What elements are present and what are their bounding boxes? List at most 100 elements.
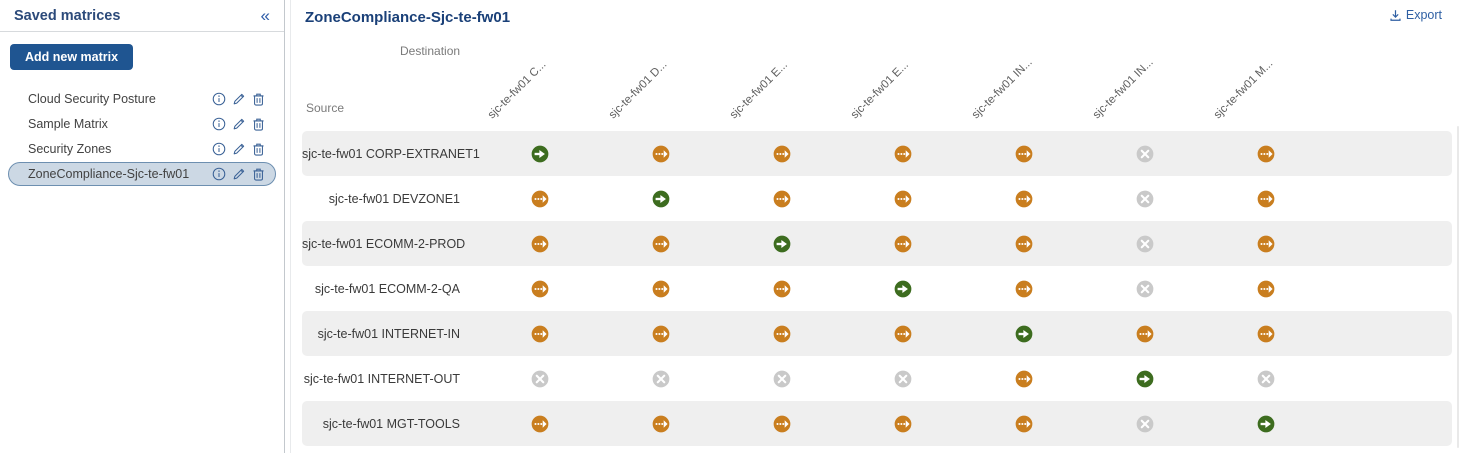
matrix-row: sjc-te-fw01 INTERNET-IN bbox=[302, 311, 1452, 356]
traffic-blocked-icon bbox=[1136, 415, 1154, 433]
matrix-column-header-area: Destination Source sjc-te-fw01 C... sjc-t… bbox=[302, 32, 1452, 131]
matrix-cell[interactable] bbox=[1084, 415, 1205, 433]
destination-axis-label: Destination bbox=[400, 44, 461, 58]
matrix-cell[interactable] bbox=[600, 235, 721, 253]
traffic-restricted-icon bbox=[1015, 190, 1033, 208]
matrix-cell[interactable] bbox=[1205, 370, 1326, 388]
edit-icon[interactable] bbox=[232, 92, 246, 106]
edit-icon[interactable] bbox=[232, 142, 246, 156]
matrix-cell[interactable] bbox=[721, 190, 842, 208]
traffic-restricted-icon bbox=[894, 325, 912, 343]
matrix-cell[interactable] bbox=[842, 235, 963, 253]
delete-icon[interactable] bbox=[252, 142, 265, 156]
traffic-restricted-icon bbox=[773, 145, 791, 163]
matrix-cell[interactable] bbox=[600, 190, 721, 208]
traffic-restricted-icon bbox=[1257, 280, 1275, 298]
info-icon[interactable] bbox=[212, 117, 226, 131]
matrix-cell[interactable] bbox=[1084, 190, 1205, 208]
matrix-cell[interactable] bbox=[721, 370, 842, 388]
page-title: ZoneCompliance-Sjc-te-fw01 bbox=[305, 9, 511, 26]
source-zone-label: sjc-te-fw01 INTERNET-IN bbox=[317, 326, 460, 341]
delete-icon[interactable] bbox=[252, 92, 265, 106]
matrix-cell[interactable] bbox=[600, 370, 721, 388]
matrix-cell[interactable] bbox=[479, 325, 600, 343]
matrix-cell[interactable] bbox=[842, 415, 963, 433]
matrix-cell[interactable] bbox=[479, 145, 600, 163]
matrix-cell[interactable] bbox=[963, 235, 1084, 253]
matrix-cell[interactable] bbox=[479, 280, 600, 298]
saved-matrices-list: Cloud Security Posture Sample Matrix Secur… bbox=[0, 87, 284, 186]
matrix-cell[interactable] bbox=[1205, 235, 1326, 253]
matrix-cell[interactable] bbox=[842, 145, 963, 163]
edit-icon[interactable] bbox=[232, 117, 246, 131]
traffic-restricted-icon bbox=[773, 415, 791, 433]
matrix-cell[interactable] bbox=[721, 145, 842, 163]
matrix-cell[interactable] bbox=[842, 370, 963, 388]
delete-icon[interactable] bbox=[252, 167, 265, 181]
matrix-cell[interactable] bbox=[1205, 280, 1326, 298]
matrix-cell[interactable] bbox=[1205, 190, 1326, 208]
matrix-row: sjc-te-fw01 INTERNET-OUT bbox=[302, 356, 1452, 401]
source-axis-label: Source bbox=[306, 101, 345, 115]
matrix-cell[interactable] bbox=[600, 325, 721, 343]
matrix-cell[interactable] bbox=[842, 280, 963, 298]
matrix-cell[interactable] bbox=[1084, 370, 1205, 388]
matrix-cell[interactable] bbox=[721, 280, 842, 298]
traffic-restricted-icon bbox=[531, 190, 549, 208]
matrix-cell[interactable] bbox=[721, 235, 842, 253]
matrix-cell[interactable] bbox=[479, 235, 600, 253]
traffic-allowed-icon bbox=[1015, 325, 1033, 343]
matrix-cell[interactable] bbox=[600, 145, 721, 163]
info-icon[interactable] bbox=[212, 92, 226, 106]
source-zone-label: sjc-te-fw01 INTERNET-OUT bbox=[303, 371, 460, 386]
delete-icon[interactable] bbox=[252, 117, 265, 131]
traffic-restricted-icon bbox=[1015, 370, 1033, 388]
matrix-cell[interactable] bbox=[1084, 235, 1205, 253]
matrix-cell[interactable] bbox=[600, 415, 721, 433]
scrollbar-track[interactable] bbox=[1457, 126, 1459, 448]
matrix-cell[interactable] bbox=[963, 145, 1084, 163]
saved-matrix-item[interactable]: Security Zones bbox=[8, 137, 276, 161]
matrix-cell[interactable] bbox=[963, 280, 1084, 298]
edit-icon[interactable] bbox=[232, 167, 246, 181]
matrix-column-header: sjc-te-fw01 E... bbox=[848, 59, 911, 122]
sidebar-header: Saved matrices « bbox=[0, 0, 284, 32]
matrix-cell[interactable] bbox=[721, 415, 842, 433]
info-icon[interactable] bbox=[212, 142, 226, 156]
matrix-cell[interactable] bbox=[842, 325, 963, 343]
saved-matrix-item[interactable]: Sample Matrix bbox=[8, 112, 276, 136]
traffic-blocked-icon bbox=[1136, 235, 1154, 253]
matrix-cell[interactable] bbox=[963, 190, 1084, 208]
traffic-blocked-icon bbox=[531, 370, 549, 388]
traffic-restricted-icon bbox=[1015, 145, 1033, 163]
collapse-panel-icon[interactable]: « bbox=[260, 6, 270, 25]
traffic-restricted-icon bbox=[1136, 325, 1154, 343]
matrix-cell[interactable] bbox=[1205, 145, 1326, 163]
matrix-cell[interactable] bbox=[1205, 325, 1326, 343]
matrix-cell[interactable] bbox=[842, 190, 963, 208]
matrix-cell[interactable] bbox=[1084, 325, 1205, 343]
matrix-row: sjc-te-fw01 MGT-TOOLS bbox=[302, 401, 1452, 446]
saved-matrix-item[interactable]: Cloud Security Posture bbox=[8, 87, 276, 111]
matrix-cell[interactable] bbox=[600, 280, 721, 298]
matrix-row: sjc-te-fw01 CORP-EXTRANET1 bbox=[302, 131, 1452, 176]
info-icon[interactable] bbox=[212, 167, 226, 181]
matrix-cell[interactable] bbox=[1205, 415, 1326, 433]
export-button[interactable]: Export bbox=[1389, 8, 1442, 22]
matrix-cell[interactable] bbox=[963, 370, 1084, 388]
traffic-blocked-icon bbox=[894, 370, 912, 388]
matrix-rows: sjc-te-fw01 CORP-EXTRANET1 sjc-te-fw01 DE… bbox=[302, 131, 1452, 446]
saved-matrix-item[interactable]: ZoneCompliance-Sjc-te-fw01 bbox=[8, 162, 276, 186]
traffic-allowed-icon bbox=[1257, 415, 1275, 433]
matrix-cell[interactable] bbox=[721, 325, 842, 343]
matrix-cell[interactable] bbox=[479, 370, 600, 388]
matrix-cell[interactable] bbox=[963, 325, 1084, 343]
add-new-matrix-button[interactable]: Add new matrix bbox=[10, 44, 134, 70]
matrix-cell[interactable] bbox=[963, 415, 1084, 433]
traffic-restricted-icon bbox=[652, 415, 670, 433]
matrix-cell[interactable] bbox=[479, 190, 600, 208]
matrix-cell[interactable] bbox=[1084, 145, 1205, 163]
matrix-cell[interactable] bbox=[1084, 280, 1205, 298]
traffic-restricted-icon bbox=[652, 325, 670, 343]
matrix-cell[interactable] bbox=[479, 415, 600, 433]
